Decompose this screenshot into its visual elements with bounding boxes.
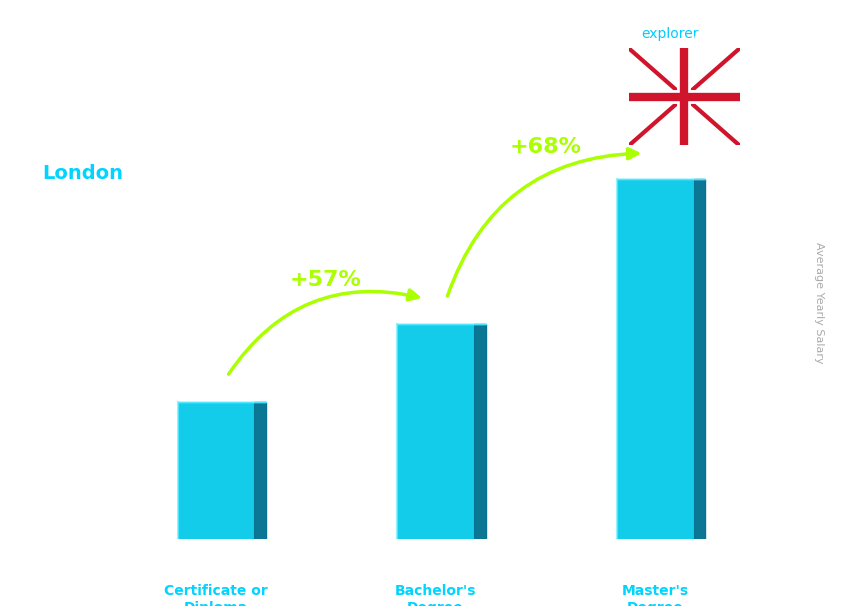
Text: 112,000 GBP: 112,000 GBP bbox=[607, 146, 712, 161]
Polygon shape bbox=[694, 179, 705, 539]
FancyArrowPatch shape bbox=[229, 290, 418, 374]
Polygon shape bbox=[474, 324, 485, 539]
Text: 42,600 GBP: 42,600 GBP bbox=[173, 370, 269, 385]
Text: Software Specialist: Software Specialist bbox=[42, 115, 229, 134]
Text: London: London bbox=[42, 164, 123, 182]
FancyArrowPatch shape bbox=[447, 148, 638, 296]
Bar bbox=[397, 324, 474, 539]
Text: .com: .com bbox=[693, 27, 727, 41]
Text: +68%: +68% bbox=[509, 138, 581, 158]
Text: 66,800 GBP: 66,800 GBP bbox=[392, 291, 488, 307]
Text: Salary Comparison By Education: Salary Comparison By Education bbox=[42, 48, 551, 76]
Polygon shape bbox=[254, 402, 266, 539]
Text: explorer: explorer bbox=[642, 27, 700, 41]
Bar bbox=[617, 179, 694, 539]
Text: Certificate or
Diploma: Certificate or Diploma bbox=[164, 584, 268, 606]
Text: salary: salary bbox=[612, 27, 654, 41]
Text: Master's
Degree: Master's Degree bbox=[621, 584, 689, 606]
Text: Bachelor's
Degree: Bachelor's Degree bbox=[395, 584, 476, 606]
Text: Average Yearly Salary: Average Yearly Salary bbox=[814, 242, 824, 364]
Text: +57%: +57% bbox=[290, 270, 362, 290]
Bar bbox=[178, 402, 254, 539]
